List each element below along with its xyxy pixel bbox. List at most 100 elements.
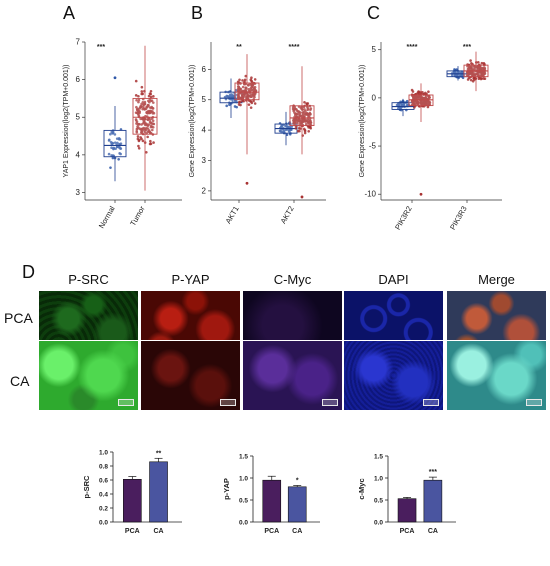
- y-tick-label-A-2: 5: [76, 113, 81, 122]
- if-column-header-psrc: P-SRC: [68, 272, 109, 287]
- data-point: [299, 127, 302, 130]
- x-tick-label-p-YAP-1: CA: [292, 528, 302, 535]
- data-point: [137, 122, 141, 126]
- data-point: [140, 127, 144, 131]
- data-point: [250, 95, 253, 99]
- significance-C-0: ****: [407, 44, 418, 51]
- data-point: [293, 107, 297, 111]
- data-point: [119, 152, 122, 156]
- data-point: [135, 129, 139, 133]
- data-point: [111, 130, 115, 134]
- data-point: [466, 78, 470, 81]
- y-tick-label-B-3: 5: [202, 95, 207, 104]
- y-axis-label-p-SRC: p-SRC: [82, 475, 91, 498]
- data-point: [137, 98, 141, 102]
- data-point: [138, 110, 141, 113]
- data-point: [151, 128, 154, 132]
- panel-letter-a: A: [63, 3, 76, 23]
- data-point: [146, 124, 150, 128]
- data-point: [152, 141, 155, 144]
- data-point: [467, 67, 471, 70]
- data-point: [300, 118, 303, 122]
- data-point: [137, 100, 140, 104]
- significance-C-1: ***: [463, 44, 471, 51]
- data-point: [145, 126, 148, 130]
- box-B-3: [289, 105, 315, 127]
- data-point: [148, 100, 151, 104]
- data-point: [239, 103, 242, 107]
- data-point: [249, 100, 252, 103]
- y-axis-label-c-Myc: c-Myc: [357, 478, 366, 499]
- data-point: [143, 120, 146, 124]
- y-tick-label-A-3: 6: [76, 75, 81, 84]
- data-point: [116, 141, 119, 145]
- data-point: [294, 117, 298, 121]
- y-tick-label-p-SRC-5: 1.0: [99, 450, 108, 457]
- if-row-label-pca: PCA: [4, 310, 33, 326]
- points-C-1: [410, 88, 432, 109]
- data-point: [149, 142, 153, 146]
- data-point: [150, 106, 153, 110]
- data-point: [137, 94, 140, 98]
- if-column-header-dapi: DAPI: [378, 272, 409, 287]
- data-point: [244, 88, 247, 91]
- data-point: [249, 106, 253, 109]
- y-axis-label-p-YAP: p-YAP: [222, 478, 231, 500]
- data-point: [309, 126, 313, 130]
- data-point: [282, 130, 285, 134]
- y-tick-label-B-2: 4: [202, 126, 207, 135]
- data-point: [246, 94, 250, 97]
- data-point: [241, 85, 245, 89]
- data-point: [109, 132, 112, 136]
- data-point: [301, 108, 304, 111]
- data-point: [135, 111, 139, 115]
- data-point: [147, 94, 151, 98]
- data-point: [474, 77, 477, 80]
- y-tick-label-B-1: 3: [202, 156, 207, 165]
- data-point: [148, 109, 152, 113]
- data-point: [225, 104, 228, 108]
- x-tick-label-A-0: Normal: [97, 204, 117, 230]
- data-point: [151, 119, 155, 123]
- outlier-point-B-3-0: [300, 195, 304, 199]
- data-point: [144, 123, 147, 127]
- significance-p-SRC: **: [156, 450, 162, 457]
- data-point: [422, 97, 426, 100]
- significance-p-YAP: *: [296, 477, 299, 484]
- y-tick-label-p-YAP-2: 1.0: [239, 476, 248, 483]
- data-point: [308, 114, 311, 118]
- data-point: [475, 65, 478, 69]
- panel-letter-b: B: [191, 3, 204, 23]
- x-tick-label-B-0: AKT1: [224, 205, 241, 226]
- data-point: [451, 73, 454, 77]
- data-point: [148, 130, 151, 134]
- data-point: [293, 105, 297, 109]
- data-point: [149, 89, 153, 93]
- if-column-header-pyap: P-YAP: [171, 272, 210, 287]
- data-point: [240, 93, 244, 97]
- data-point: [230, 93, 233, 96]
- data-point: [241, 79, 244, 82]
- data-point: [141, 107, 144, 111]
- data-point: [111, 141, 115, 145]
- data-point: [296, 112, 299, 116]
- x-tick-label-C-1: PIK3R3: [448, 205, 469, 232]
- data-point: [465, 73, 469, 77]
- box-A-1: [132, 97, 158, 135]
- x-tick-label-C-0: PIK3R2: [393, 205, 414, 232]
- data-point: [140, 130, 144, 133]
- data-point: [244, 74, 248, 78]
- data-point: [151, 125, 155, 129]
- data-point: [146, 103, 150, 107]
- data-point: [140, 90, 144, 93]
- if-row-label-ca: CA: [10, 373, 30, 389]
- data-point: [303, 108, 306, 111]
- data-point: [230, 98, 234, 101]
- data-point: [233, 105, 237, 108]
- data-point: [249, 87, 252, 90]
- x-tick-label-p-SRC-0: PCA: [125, 528, 140, 535]
- y-tick-label-C-0: -10: [364, 190, 376, 199]
- data-point: [483, 66, 487, 70]
- data-point: [483, 77, 487, 81]
- data-point: [416, 91, 420, 95]
